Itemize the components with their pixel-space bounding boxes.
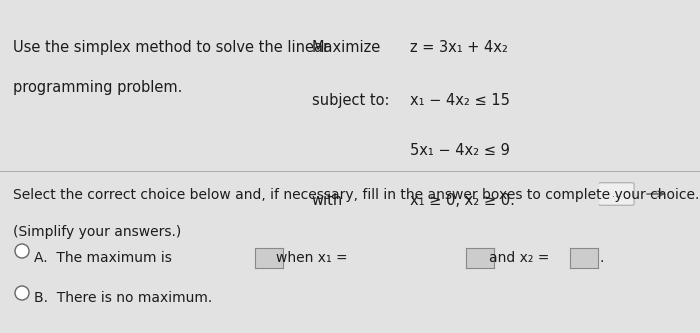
Text: Select the correct choice below and, if necessary, fill in the answer boxes to c: Select the correct choice below and, if …	[13, 188, 699, 202]
FancyBboxPatch shape	[598, 183, 634, 205]
Text: programming problem.: programming problem.	[13, 80, 182, 95]
Circle shape	[15, 244, 29, 258]
Text: .: .	[600, 251, 604, 265]
Text: Use the simplex method to solve the linear: Use the simplex method to solve the line…	[13, 40, 329, 55]
Circle shape	[15, 286, 29, 300]
Text: z = 3x₁ + 4x₂: z = 3x₁ + 4x₂	[410, 40, 508, 55]
Text: (Simplify your answers.): (Simplify your answers.)	[13, 225, 181, 239]
Text: B.  There is no maximum.: B. There is no maximum.	[34, 291, 212, 305]
Text: and x₂ =: and x₂ =	[489, 251, 549, 265]
Text: x₁ − 4x₂ ≤ 15: x₁ − 4x₂ ≤ 15	[410, 93, 510, 108]
Text: when x₁ =: when x₁ =	[276, 251, 348, 265]
Text: 5x₁ − 4x₂ ≤ 9: 5x₁ − 4x₂ ≤ 9	[410, 143, 510, 158]
Text: A.  The maximum is: A. The maximum is	[34, 251, 172, 265]
Text: x₁ ≥ 0, x₂ ≥ 0.: x₁ ≥ 0, x₂ ≥ 0.	[410, 193, 514, 208]
Text: ...: ...	[612, 189, 621, 199]
Text: with: with	[312, 193, 343, 208]
Text: Maximize: Maximize	[312, 40, 381, 55]
Text: subject to:: subject to:	[312, 93, 389, 108]
